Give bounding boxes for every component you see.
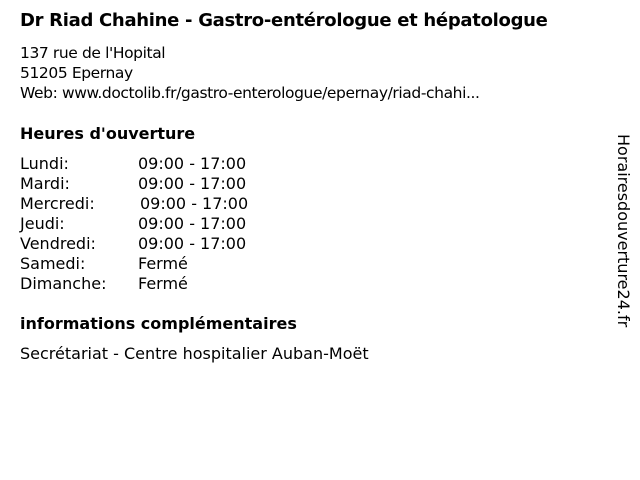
day-label: Dimanche: [20, 274, 107, 293]
day-time: 09:00 - 17:00 [138, 154, 247, 173]
watermark-text: Horairesdouverture24.fr [614, 134, 633, 328]
day-label: Mercredi: [20, 194, 95, 213]
day-label: Jeudi: [20, 214, 65, 233]
hours-row: Mercredi: 09:00 - 17:00 [20, 194, 248, 214]
page-title: Dr Riad Chahine - Gastro-entérologue et … [20, 10, 548, 31]
hours-row: Dimanche: Fermé [20, 274, 248, 294]
hours-row: Jeudi: 09:00 - 17:00 [20, 214, 248, 234]
address-web[interactable]: Web: www.doctolib.fr/gastro-enterologue/… [20, 84, 480, 102]
hours-table: Lundi: 09:00 - 17:00 Mardi: 09:00 - 17:00 … [20, 154, 248, 294]
address-street: 137 rue de l'Hopital [20, 44, 166, 62]
day-time: 09:00 - 17:00 [140, 194, 249, 213]
day-label: Samedi: [20, 254, 86, 273]
day-time: Fermé [138, 254, 188, 273]
address-block: 137 rue de l'Hopital 51205 Epernay Web: … [20, 43, 480, 103]
address-city: 51205 Epernay [20, 64, 133, 82]
day-time: Fermé [138, 274, 188, 293]
hours-heading: Heures d'ouverture [20, 124, 196, 143]
day-label: Lundi: [20, 154, 69, 173]
hours-row: Mardi: 09:00 - 17:00 [20, 174, 248, 194]
day-time: 09:00 - 17:00 [138, 234, 247, 253]
day-label: Mardi: [20, 174, 70, 193]
hours-row: Samedi: Fermé [20, 254, 248, 274]
info-heading: informations complémentaires [20, 314, 297, 333]
day-label: Vendredi: [20, 234, 96, 253]
hours-row: Vendredi: 09:00 - 17:00 [20, 234, 248, 254]
info-text: Secrétariat - Centre hospitalier Auban-M… [20, 344, 369, 363]
day-time: 09:00 - 17:00 [138, 214, 247, 233]
day-time: 09:00 - 17:00 [138, 174, 247, 193]
hours-row: Lundi: 09:00 - 17:00 [20, 154, 248, 174]
